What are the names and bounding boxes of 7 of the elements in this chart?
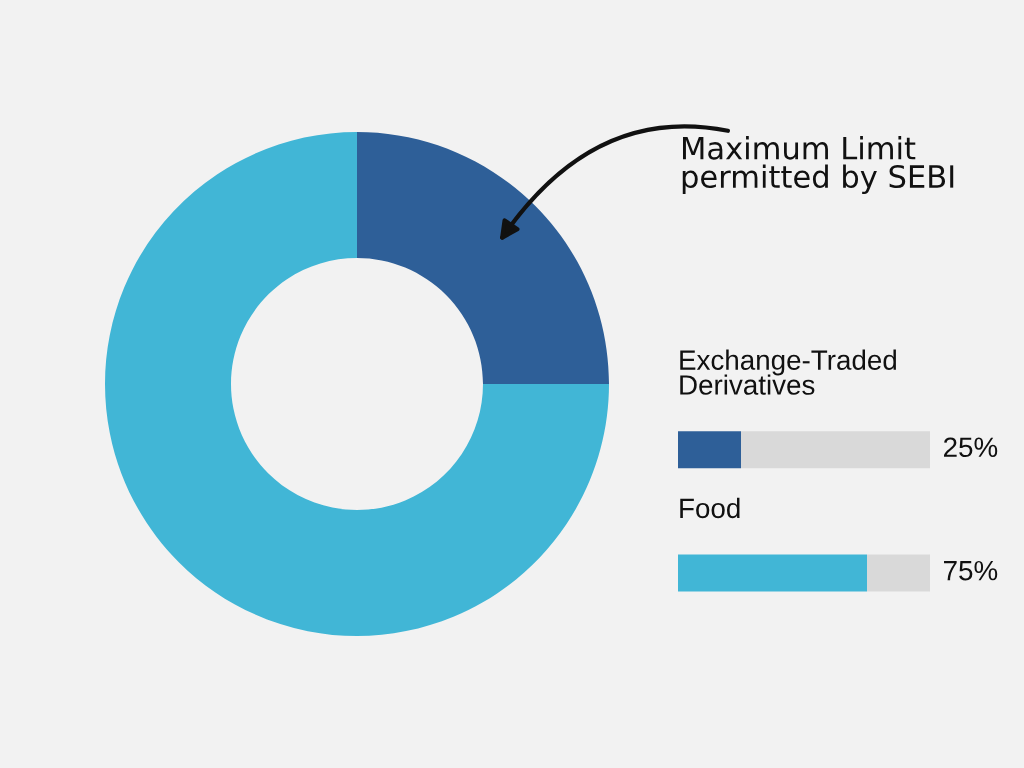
donut-slice <box>105 132 609 636</box>
y-tick-label: Exchange-Traded Derivatives <box>680 349 896 395</box>
y-tick-label: Food <box>680 497 740 519</box>
donut-slice <box>357 132 609 384</box>
data-label: 25% <box>944 437 998 458</box>
text: Maximum Limit permitted by SEBI <box>682 136 954 194</box>
data-label: 75% <box>944 560 998 581</box>
